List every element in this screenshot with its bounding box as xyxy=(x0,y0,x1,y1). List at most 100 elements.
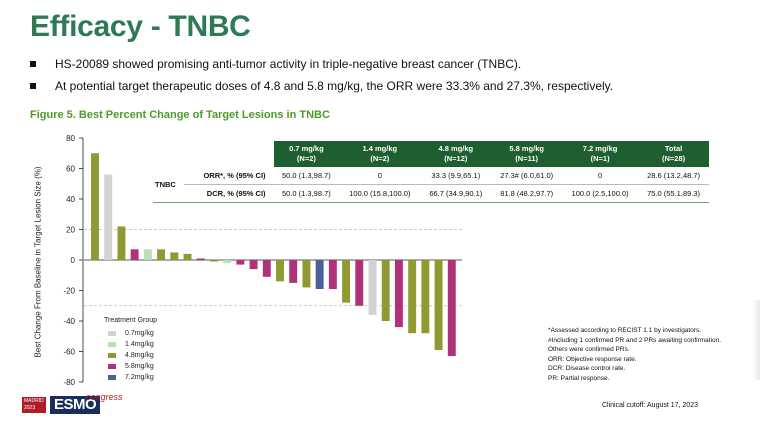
esmo-logo: MADRID 2023 ESMO congress xyxy=(22,392,132,418)
footnote: PR: Partial response. xyxy=(548,374,610,382)
bar xyxy=(143,249,152,260)
logo-city-name: MADRID xyxy=(24,398,44,404)
footnotes: *Assessed according to RECIST 1.1 by inv… xyxy=(548,326,721,383)
bar xyxy=(355,260,364,306)
header-dose: 0.7 mg/kg xyxy=(289,144,324,153)
bar xyxy=(209,260,218,262)
logo-brand: ESMO xyxy=(50,396,101,414)
bar xyxy=(249,260,258,270)
bullet-square-icon xyxy=(30,61,36,67)
bar xyxy=(223,260,232,264)
bar xyxy=(104,174,113,260)
footnote: ORR: Objective response rate. xyxy=(548,355,637,363)
bar xyxy=(447,260,456,357)
table-corner xyxy=(183,141,274,167)
table-header: 1.4 mg/kg (N=2) xyxy=(339,141,421,167)
footnote: *Assessed according to RECIST 1.1 by inv… xyxy=(548,327,702,334)
bar xyxy=(289,260,298,283)
clinical-cutoff: Clinical cutoff: August 17, 2023 xyxy=(602,402,698,409)
bar xyxy=(328,260,337,289)
header-n: (N=11) xyxy=(515,154,539,163)
bar xyxy=(342,260,351,303)
table-cell: 81.8 (48.2,97.7) xyxy=(491,184,563,203)
slide-edge-shadow xyxy=(752,300,760,380)
table-cell: 27.3# (6.0,61.0) xyxy=(491,167,563,185)
legend-item: 0.7mg/kg xyxy=(108,328,157,339)
footnote: DCR: Disease control rate. xyxy=(548,365,626,372)
table-cell: 50.0 (1.3,98.7) xyxy=(273,167,340,185)
bullet-text: At potential target therapeutic doses of… xyxy=(55,79,614,93)
header-dose: 5.8 mg/kg xyxy=(509,144,544,153)
chart-legend: Treatment Group 0.7mg/kg 1.4mg/kg 4.8mg/kg… xyxy=(104,317,157,383)
table-header-row: 0.7 mg/kg (N=2) 1.4 mg/kg (N=2) 4.8 mg/kg(… xyxy=(153,141,709,167)
table-cell: 100.0 (2.5,100.0) xyxy=(562,184,639,203)
table-header: 5.8 mg/kg (N=11) xyxy=(491,141,563,167)
table-row: DCR, % (95% CI) 50.0 (1.3,98.7) 100.0 (1… xyxy=(153,184,709,203)
header-dose: 1.4 mg/kg xyxy=(362,144,398,153)
table-cell: 66.7 (34.9,90.1) xyxy=(420,184,492,203)
table-row: TNBC ORR*, % (95% CI) 50.0 (1.3,98.7) 0 … xyxy=(153,167,709,203)
y-tick-label: -20 xyxy=(63,287,75,296)
y-tick-label: 0 xyxy=(71,256,76,265)
table-metric: DCR, % (95% CI) xyxy=(183,184,274,203)
y-tick-label: 60 xyxy=(66,165,75,174)
legend-label: 5.8mg/kg xyxy=(125,363,154,370)
table-cell: 75.0 (55.1,89.3) xyxy=(638,184,709,203)
bar xyxy=(157,249,166,260)
bar xyxy=(302,260,311,288)
logo-year: 2023 xyxy=(24,405,36,411)
bar xyxy=(183,253,192,260)
table-group-label: TNBC xyxy=(153,167,184,203)
y-tick-label: 20 xyxy=(66,226,75,235)
table-cell: 100.0 (15.8,100.0) xyxy=(339,184,421,203)
figure-title: Figure 5. Best Percent Change of Target … xyxy=(30,109,330,121)
legend-item: 4.8mg/kg xyxy=(108,350,157,361)
footnote: #Including 1 confirmed PR and 2 PRs awai… xyxy=(548,336,722,344)
bullet-square-icon xyxy=(30,83,36,89)
bar xyxy=(394,260,403,328)
legend-swatch xyxy=(108,364,116,369)
legend-title: Treatment Group xyxy=(104,317,158,324)
table-cell: 0 xyxy=(562,167,639,185)
header-dose: 4.8 mg/kg xyxy=(438,144,474,153)
logo-city: MADRID 2023 xyxy=(22,397,46,413)
bar xyxy=(381,260,390,321)
y-tick-label: 40 xyxy=(66,195,75,204)
legend-swatch xyxy=(108,375,116,380)
bar xyxy=(315,260,324,289)
legend-items: 0.7mg/kg 1.4mg/kg 4.8mg/kg 5.8mg/kg 7.2mg/kg xyxy=(104,328,157,383)
legend-item: 7.2mg/kg xyxy=(108,372,157,383)
bar xyxy=(276,260,284,282)
legend-label: 1.4mg/kg xyxy=(125,341,154,348)
header-n: (N=2) xyxy=(370,154,390,163)
bar xyxy=(434,260,443,350)
header-n: (N=28) xyxy=(661,154,686,163)
bar xyxy=(196,258,205,260)
y-tick-label: -80 xyxy=(63,378,75,387)
legend-label: 0.7mg/kg xyxy=(125,330,154,337)
bullet-item: HS-20089 showed promising anti-tumor act… xyxy=(28,57,748,72)
y-tick-label: -40 xyxy=(63,317,75,326)
header-n: (N=12) xyxy=(444,154,468,163)
table-metric: ORR*, % (95% CI) xyxy=(183,167,274,185)
table-cell: 50.0 (1.3,98.7) xyxy=(273,184,340,203)
bullet-item: At potential target therapeutic doses of… xyxy=(28,79,748,94)
legend-swatch xyxy=(108,342,116,347)
table-cell: 33.3 (9.9,65.1) xyxy=(420,167,492,185)
bar xyxy=(421,260,430,334)
legend-item: 5.8mg/kg xyxy=(108,361,157,372)
bar xyxy=(170,252,179,260)
table-header: 4.8 mg/kg (N=12) xyxy=(420,141,492,167)
table-cell: 28.6 (13.2,48.7) xyxy=(638,167,709,185)
bar xyxy=(368,260,377,315)
bar xyxy=(236,260,245,265)
bar xyxy=(408,260,417,334)
bullet-text: HS-20089 showed promising anti-tumor act… xyxy=(55,57,522,71)
y-tick-label: 80 xyxy=(66,134,75,143)
footnote: Others were confirmed PRs. xyxy=(548,346,630,353)
legend-swatch xyxy=(108,353,116,358)
header-n: (N=2) xyxy=(296,154,316,163)
bullet-list: HS-20089 showed promising anti-tumor act… xyxy=(28,57,748,101)
legend-swatch xyxy=(108,331,116,336)
y-tick-label: -60 xyxy=(63,348,75,357)
